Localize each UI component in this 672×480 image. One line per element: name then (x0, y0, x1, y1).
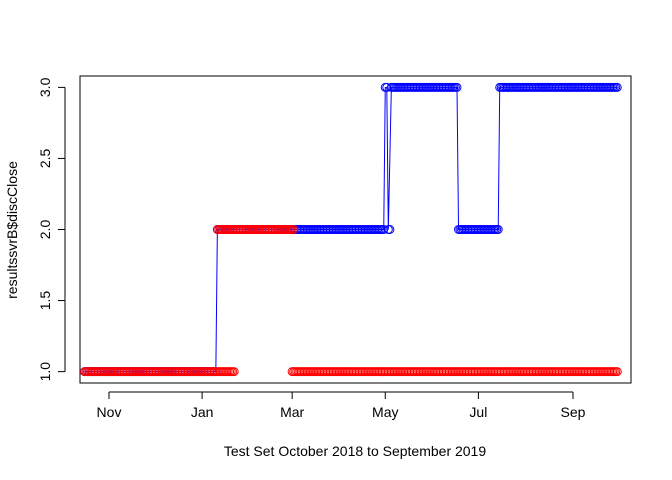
series-predicted-point (612, 367, 622, 377)
y-axis-label: resultssvrB$discClose (4, 161, 20, 299)
x-tick-label: Jul (469, 404, 487, 420)
x-tick-label: Nov (97, 404, 122, 420)
y-axis: 1.0 1.5 2.0 2.5 3.0 (37, 77, 66, 382)
y-tick-label: 1.0 (37, 362, 53, 382)
series-predicted-point (289, 225, 299, 234)
x-axis: Nov Jan Mar May Jul Sep (97, 391, 586, 420)
series-actual-point (452, 82, 462, 92)
y-tick-label: 1.5 (37, 291, 53, 311)
y-tick-label: 2.5 (37, 148, 53, 168)
x-tick-label: Jan (191, 404, 214, 420)
series-actual-point (385, 225, 395, 234)
series-actual-point (612, 82, 622, 92)
x-axis-label: Test Set October 2018 to September 2019 (224, 443, 486, 459)
x-tick-label: Sep (561, 404, 586, 420)
y-tick-label: 2.0 (37, 220, 53, 240)
series-actual-line (84, 86, 618, 373)
series-group (80, 82, 622, 377)
x-tick-label: Mar (280, 404, 304, 420)
series-actual-point (379, 225, 389, 234)
series-actual-point (493, 225, 503, 234)
x-tick-label: May (372, 404, 398, 420)
series-predicted-point (229, 367, 239, 377)
y-tick-label: 3.0 (37, 77, 53, 97)
plot-frame (79, 75, 632, 384)
